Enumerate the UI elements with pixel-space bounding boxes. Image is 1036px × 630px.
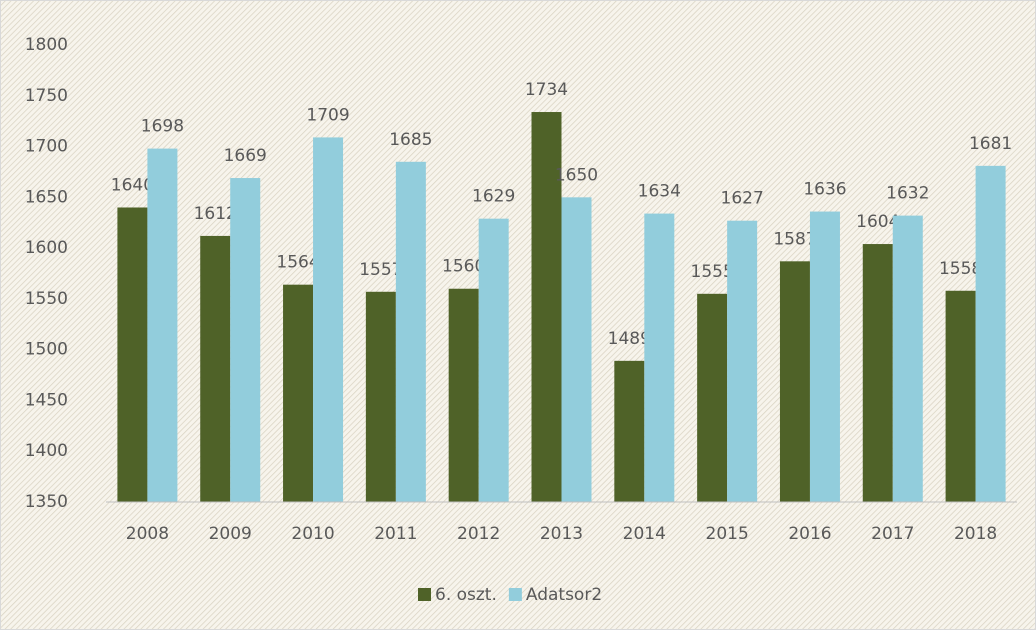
data-label: 1698 xyxy=(141,117,184,137)
x-tick-label: 2011 xyxy=(374,524,417,544)
bar xyxy=(283,284,314,502)
x-tick-label: 2014 xyxy=(623,524,666,544)
y-tick-label: 1400 xyxy=(25,441,68,461)
x-tick-label: 2016 xyxy=(788,524,831,544)
x-tick-label: 2017 xyxy=(871,524,914,544)
x-tick-label: 2008 xyxy=(126,524,169,544)
bar xyxy=(644,213,675,503)
legend-swatch xyxy=(418,588,431,601)
data-label: 1636 xyxy=(803,180,846,200)
data-label: 1555 xyxy=(691,262,734,282)
bar xyxy=(779,261,810,502)
x-tick-label: 2010 xyxy=(291,524,334,544)
data-label: 1734 xyxy=(525,80,568,100)
y-tick-label: 1350 xyxy=(25,492,68,512)
y-tick-label: 1750 xyxy=(25,86,68,106)
x-tick-label: 2015 xyxy=(706,524,749,544)
data-label: 1634 xyxy=(638,182,681,202)
bar xyxy=(200,235,231,502)
bar xyxy=(892,215,923,502)
data-label: 1560 xyxy=(442,257,485,277)
bar xyxy=(531,112,562,502)
y-tick-label: 1500 xyxy=(25,340,68,360)
bar xyxy=(727,220,758,503)
legend-label: 6. oszt. xyxy=(435,585,497,605)
y-tick-label: 1650 xyxy=(25,187,68,207)
x-tick-label: 2013 xyxy=(540,524,583,544)
bar xyxy=(395,161,426,503)
data-label: 1558 xyxy=(939,259,982,279)
y-tick-label: 1800 xyxy=(25,35,68,55)
legend-label: Adatsor2 xyxy=(526,585,602,605)
data-label: 1557 xyxy=(359,260,402,280)
bar xyxy=(117,207,148,502)
x-tick-label: 2018 xyxy=(954,524,997,544)
bar xyxy=(365,291,396,502)
bar xyxy=(147,148,178,502)
data-label: 1640 xyxy=(111,175,154,195)
y-tick-label: 1600 xyxy=(25,238,68,258)
bar xyxy=(862,244,893,502)
y-tick-label: 1550 xyxy=(25,289,68,309)
legend-swatch xyxy=(508,588,522,601)
y-tick-label: 1700 xyxy=(25,137,68,157)
data-label: 1685 xyxy=(389,130,432,150)
data-label: 1627 xyxy=(721,189,764,209)
data-label: 1681 xyxy=(969,134,1012,154)
bar xyxy=(230,178,261,502)
bar xyxy=(614,360,645,502)
x-tick-label: 2009 xyxy=(209,524,252,544)
bar xyxy=(478,218,509,502)
data-label: 1564 xyxy=(276,253,319,273)
bar xyxy=(975,165,1006,502)
bar xyxy=(448,288,479,502)
data-label: 1669 xyxy=(224,146,267,166)
data-label: 1629 xyxy=(472,187,515,207)
data-label: 1604 xyxy=(856,212,899,232)
bar xyxy=(945,290,976,502)
data-label: 1489 xyxy=(608,329,651,349)
bar xyxy=(313,137,344,502)
data-label: 1709 xyxy=(306,105,349,125)
y-tick-label: 1450 xyxy=(25,390,68,410)
data-label: 1612 xyxy=(194,204,237,224)
bar xyxy=(809,211,840,502)
data-label: 1632 xyxy=(886,184,929,204)
x-tick-label: 2012 xyxy=(457,524,500,544)
data-label: 1650 xyxy=(555,165,598,185)
bar xyxy=(561,197,592,503)
data-label: 1587 xyxy=(773,229,816,249)
bar xyxy=(697,293,728,502)
